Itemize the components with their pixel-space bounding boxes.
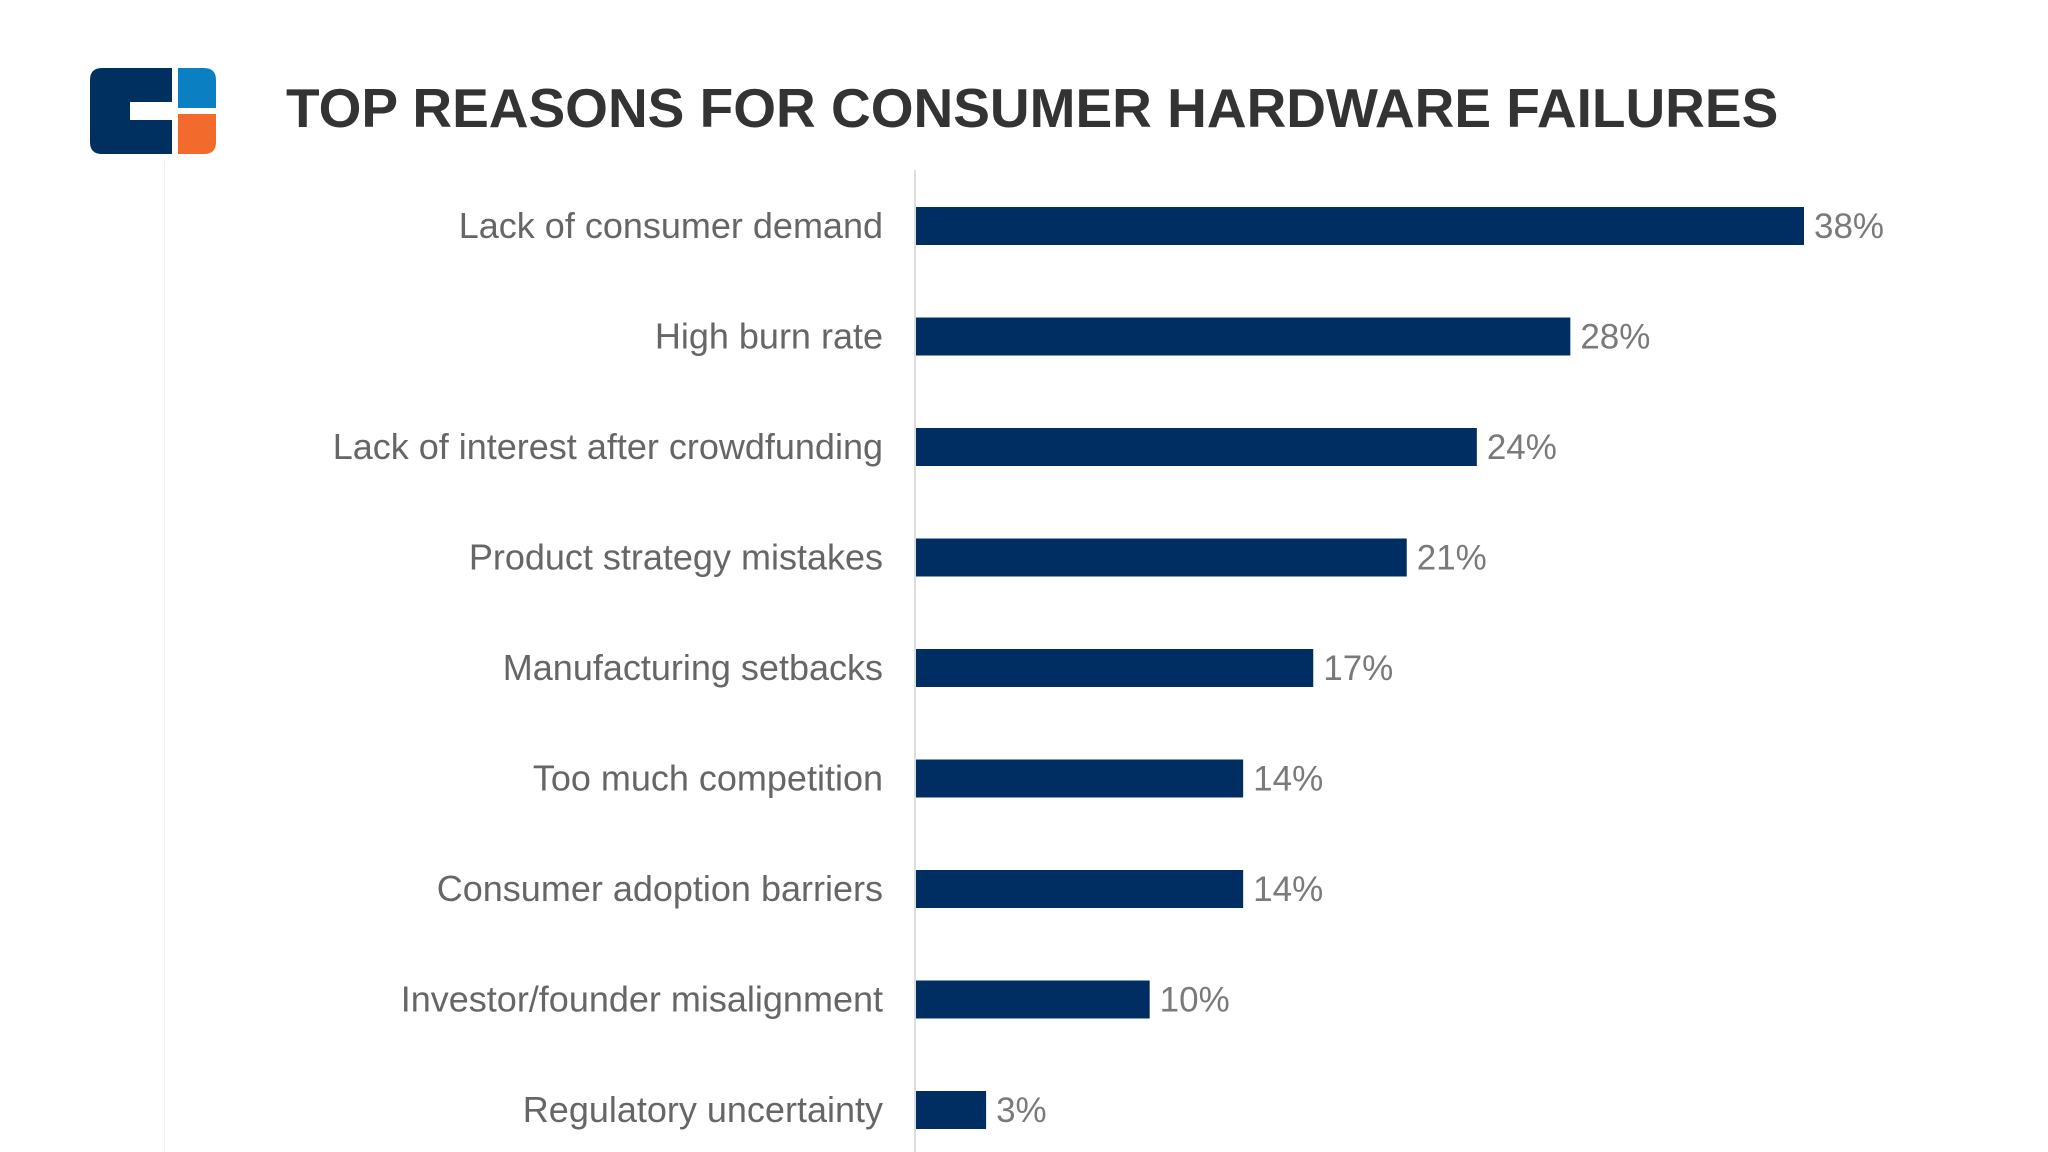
value-label: 24% [1487,428,1557,467]
bar [916,317,1571,356]
category-label: Manufacturing setbacks [503,647,883,688]
value-label: 38% [1814,207,1884,246]
category-label: Too much competition [533,758,883,799]
bar [916,870,1244,908]
value-label: 17% [1323,649,1393,688]
left-panel [0,0,165,1152]
category-label: Consumer adoption barriers [437,868,883,909]
bar [916,207,1804,245]
logo-orange-square [178,114,216,154]
category-label: High burn rate [655,316,883,357]
category-label: Lack of interest after crowdfunding [333,426,883,467]
value-label: 14% [1253,870,1323,909]
bar [916,538,1407,577]
bar [916,759,1244,798]
category-label: Investor/founder misalignment [401,979,883,1020]
bar [916,649,1314,687]
bar [916,428,1477,466]
bars-group: Lack of consumer demand 38% High burn rate… [333,205,1884,1130]
category-label: Product strategy mistakes [469,537,883,578]
category-label: Lack of consumer demand [459,205,883,246]
value-label: 14% [1253,760,1323,799]
value-label: 10% [1160,981,1230,1020]
value-label: 3% [996,1091,1047,1130]
logo-c-shape [90,68,172,154]
value-label: 28% [1580,318,1650,357]
logo-blue-square [178,68,216,108]
cb-insights-logo-icon [90,68,216,154]
bar [916,980,1150,1019]
chart-title: TOP REASONS FOR CONSUMER HARDWARE FAILUR… [286,77,1779,139]
category-label: Regulatory uncertainty [523,1089,883,1130]
bar [916,1091,987,1129]
value-label: 21% [1417,539,1487,578]
